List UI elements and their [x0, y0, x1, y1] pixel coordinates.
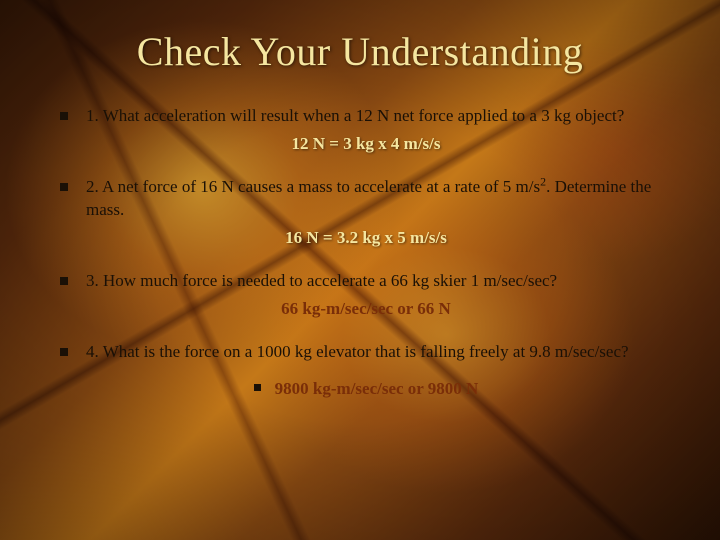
square-bullet-icon	[60, 183, 68, 191]
square-bullet-icon	[254, 384, 261, 391]
answer-text: 16 N = 3.2 kg x 5 m/s/s	[60, 228, 672, 248]
question-block: 3. How much force is needed to accelerat…	[60, 270, 672, 319]
question-text: 1. What acceleration will result when a …	[86, 105, 672, 128]
question-block: 4. What is the force on a 1000 kg elevat…	[60, 341, 672, 401]
question-text: 4. What is the force on a 1000 kg elevat…	[86, 341, 672, 364]
slide-title: Check Your Understanding	[48, 28, 672, 75]
square-bullet-icon	[60, 277, 68, 285]
square-bullet-icon	[60, 112, 68, 120]
list-item: 1. What acceleration will result when a …	[60, 105, 672, 128]
list-item: 2. A net force of 16 N causes a mass to …	[60, 176, 672, 222]
answer-text: 66 kg-m/sec/sec or 66 N	[60, 299, 672, 319]
answer-text: 12 N = 3 kg x 4 m/s/s	[60, 134, 672, 154]
question-block: 1. What acceleration will result when a …	[60, 105, 672, 154]
list-item: 3. How much force is needed to accelerat…	[60, 270, 672, 293]
question-block: 2. A net force of 16 N causes a mass to …	[60, 176, 672, 248]
square-bullet-icon	[60, 348, 68, 356]
slide: Check Your Understanding 1. What acceler…	[0, 0, 720, 540]
list-item: 4. What is the force on a 1000 kg elevat…	[60, 341, 672, 364]
list-item: 9800 kg-m/sec/sec or 9800 N	[254, 378, 479, 401]
answer-text: 9800 kg-m/sec/sec or 9800 N	[275, 378, 479, 401]
answer-sub-row: 9800 kg-m/sec/sec or 9800 N	[60, 378, 672, 401]
slide-body: 1. What acceleration will result when a …	[48, 105, 672, 401]
question-text: 3. How much force is needed to accelerat…	[86, 270, 672, 293]
question-text: 2. A net force of 16 N causes a mass to …	[86, 176, 672, 222]
